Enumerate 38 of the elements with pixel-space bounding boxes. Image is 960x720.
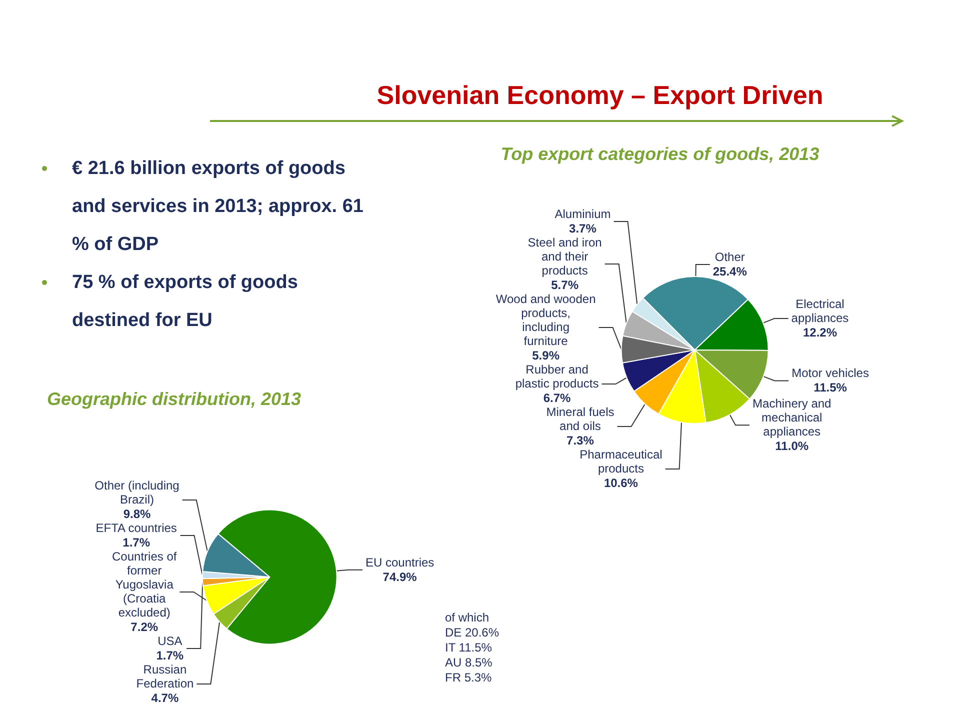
text: Slovenian Economy – Export Driven	[376, 80, 824, 111]
chart-title: Geographic distribution, 2013	[47, 389, 302, 409]
text: of which DE 20.6% IT 11.5% AU 8.5% FR 5.3%	[445, 610, 502, 684]
slice-label: EU countries	[365, 555, 434, 570]
data-label: 11.0%	[775, 439, 809, 454]
slice-label: Russian Federation	[136, 662, 194, 690]
data-label: 10.6%	[604, 476, 638, 490]
data-label: 9.8%	[123, 507, 151, 521]
data-label: 74.9%	[382, 570, 418, 584]
data-label: 1.7%	[156, 648, 184, 662]
data-label: 1.7%	[122, 536, 150, 550]
data-label: 6.7%	[543, 391, 572, 405]
data-label: 12.2%	[802, 326, 838, 340]
text: € 21.6 billion exports of goods and services in 2013; approx. 61 % of GDP	[72, 157, 364, 257]
slice-label: Machinery and mechanical appliances	[752, 396, 832, 439]
data-label: 4.7%	[151, 691, 179, 705]
data-label: 11.5%	[814, 380, 848, 395]
text: 75 % of exports of goods destined for EU	[72, 271, 299, 333]
data-label: 25.4%	[712, 264, 748, 279]
slice-label: Other	[714, 250, 745, 264]
chart-title: Top export categories of goods, 2013	[500, 144, 820, 164]
slice-label: Countries of former Yugoslavia (Croatia excluded)	[112, 550, 178, 620]
slice-label: Other (including Brazil)	[94, 478, 180, 506]
slice-label: Aluminium	[554, 207, 611, 221]
data-label: 5.9%	[532, 348, 560, 362]
slice-label: Wood and wooden products, including furniture	[496, 292, 596, 348]
data-label: 5.7%	[551, 278, 579, 292]
slice-label: Rubber and plastic products	[515, 362, 599, 390]
data-label: 7.2%	[130, 620, 158, 634]
slice-label: Steel and iron and their products	[528, 236, 602, 278]
slice-label: Electrical appliances	[791, 297, 849, 326]
slice-label: Motor vehicles	[792, 366, 869, 380]
data-label: 3.7%	[569, 222, 597, 236]
slice-label: EFTA countries	[96, 521, 177, 535]
data-label: 7.3%	[566, 434, 594, 448]
slice-label: USA	[158, 634, 182, 648]
slice-label: Pharmaceutical products	[580, 448, 662, 476]
slice-label: Mineral fuels and oils	[546, 405, 614, 433]
